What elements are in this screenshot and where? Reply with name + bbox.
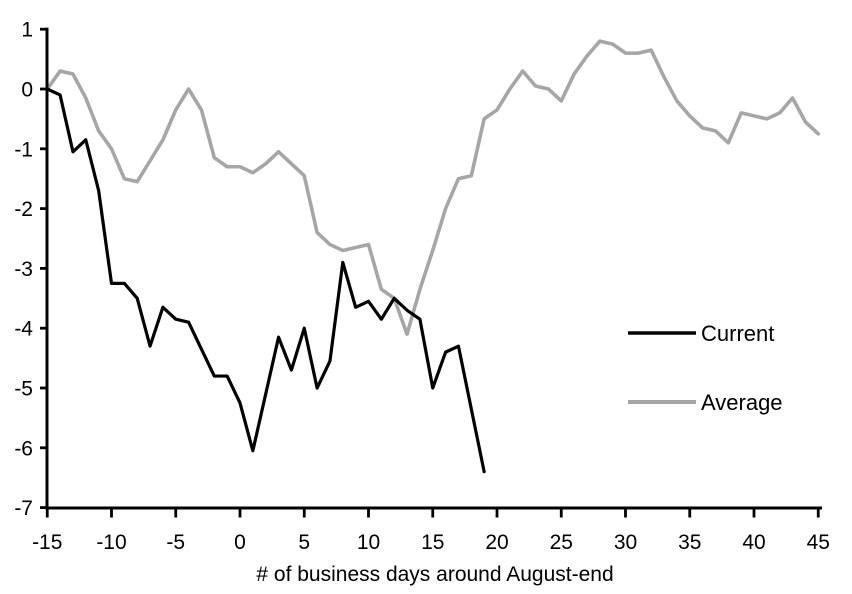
x-tick-label: -15	[32, 531, 62, 554]
x-tick-label: 5	[298, 531, 310, 554]
y-tick-label: -3	[14, 258, 33, 281]
legend-label-current: Current	[701, 321, 774, 346]
y-tick-label: -7	[14, 497, 33, 520]
x-tick-label: 40	[742, 531, 765, 554]
y-tick-label: -2	[14, 198, 33, 221]
x-tick-label: -10	[96, 531, 126, 554]
x-tick-label: 10	[357, 531, 380, 554]
average-series-line	[45, 39, 821, 336]
x-tick-label: 30	[614, 531, 637, 554]
x-tick-label: 0	[234, 531, 246, 554]
current-series-line	[45, 87, 486, 474]
legend-label-average: Average	[701, 390, 783, 415]
x-tick-label: 15	[421, 531, 444, 554]
x-tick-label: 20	[485, 531, 508, 554]
y-tick-label: -4	[14, 318, 33, 341]
x-axis-title: # of business days around August-end	[256, 563, 613, 586]
axis-layer	[45, 27, 822, 510]
y-tick-label: -5	[14, 378, 33, 401]
y-tick-label: -6	[14, 437, 33, 460]
x-tick-label: 45	[807, 531, 830, 554]
tick-layer: 10-1-2-3-4-5-6-7-15 -10 -5 0 5 10 15 20 25 30 35 40…	[14, 19, 830, 554]
y-tick-label: -1	[14, 138, 33, 161]
x-tick-label: 25	[550, 531, 573, 554]
x-tick-label: 35	[678, 531, 701, 554]
legend: Current Average	[628, 321, 783, 415]
y-tick-label: 0	[21, 79, 33, 102]
x-tick-label: -5	[166, 531, 185, 554]
y-tick-label: 1	[21, 19, 33, 42]
series-layer	[45, 39, 821, 474]
